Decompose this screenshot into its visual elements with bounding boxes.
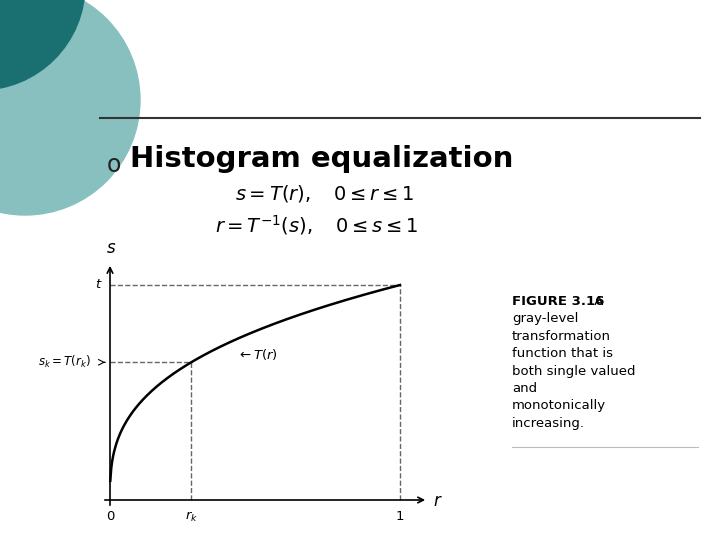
Circle shape xyxy=(0,0,85,90)
Text: $\leftarrow T(r)$: $\leftarrow T(r)$ xyxy=(237,347,278,362)
Text: $t$: $t$ xyxy=(95,279,103,292)
Circle shape xyxy=(0,0,140,215)
Text: $s = T(r), \quad 0 \leq r \leq 1$: $s = T(r), \quad 0 \leq r \leq 1$ xyxy=(235,183,414,204)
Text: Histogram equalization: Histogram equalization xyxy=(130,145,513,173)
Text: FIGURE 3.16: FIGURE 3.16 xyxy=(512,295,604,308)
Text: A: A xyxy=(590,295,603,308)
Text: 1: 1 xyxy=(396,510,404,523)
Text: $r_k$: $r_k$ xyxy=(184,510,198,524)
Text: $r$: $r$ xyxy=(433,492,443,510)
Text: o: o xyxy=(107,153,122,177)
Text: $s_k = T(r_k)$: $s_k = T(r_k)$ xyxy=(38,354,91,370)
Text: gray-level
transformation
function that is
both single valued
and
monotonically
: gray-level transformation function that … xyxy=(512,312,636,430)
Text: $r = T^{-1}(s), \quad 0 \leq s \leq 1$: $r = T^{-1}(s), \quad 0 \leq s \leq 1$ xyxy=(215,213,418,237)
Text: $s$: $s$ xyxy=(106,239,116,257)
Text: 0: 0 xyxy=(106,510,114,523)
